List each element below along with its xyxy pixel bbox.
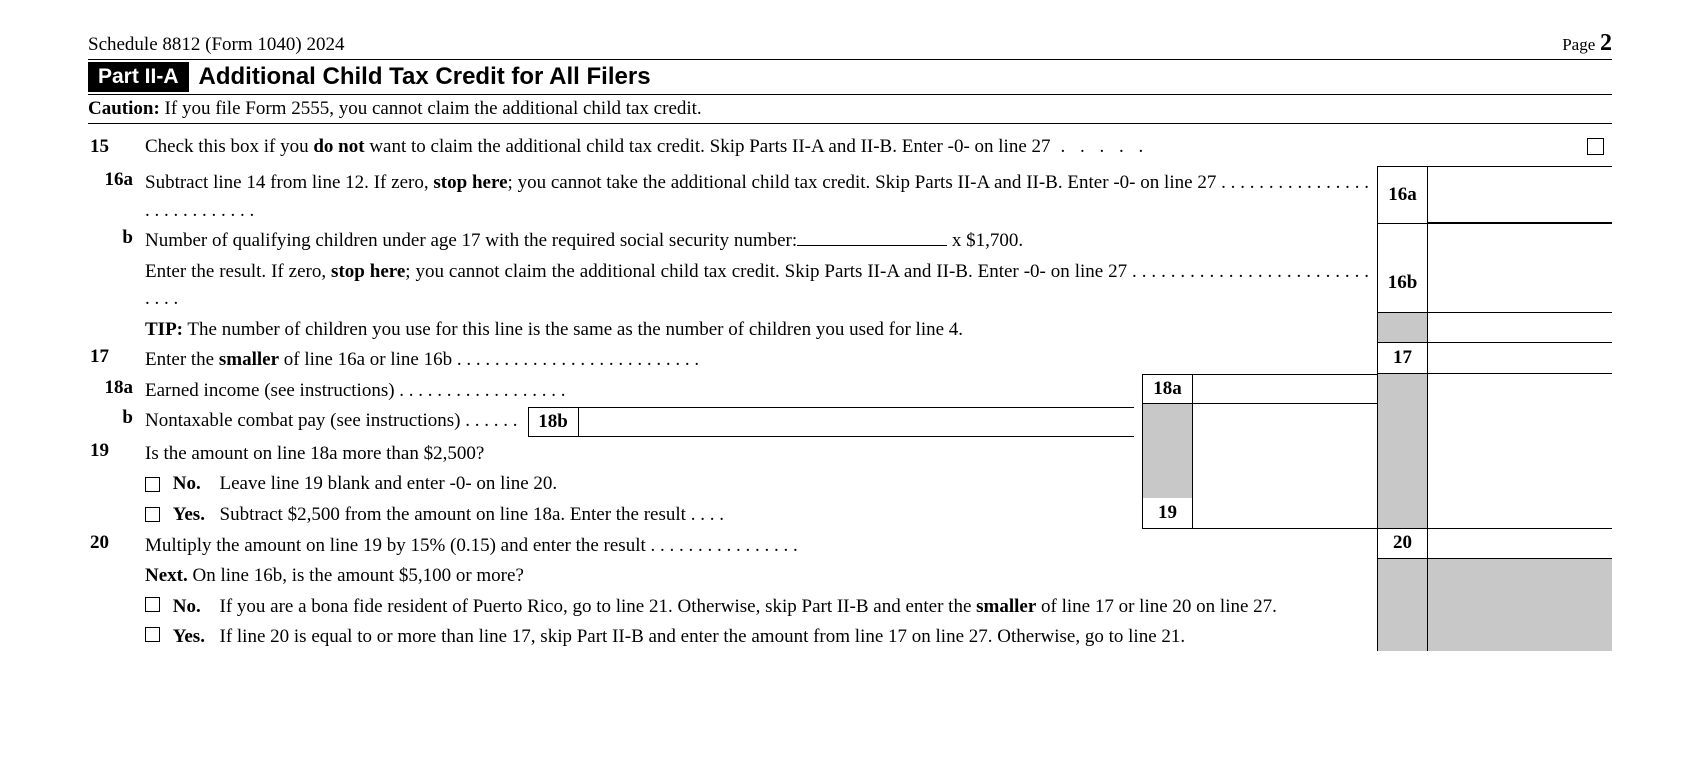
- line-20-yes: Yes. If line 20 is equal to or more than…: [88, 620, 1612, 651]
- line-15: 15 Check this box if you do not want to …: [88, 124, 1612, 166]
- line-17: 17 Enter the smaller of line 16a or line…: [88, 343, 1612, 374]
- tip-text: TIP: The number of children you use for …: [145, 313, 1377, 344]
- grey-spacer: [1377, 559, 1427, 590]
- line-20-no: No. If you are a bona fide resident of P…: [88, 590, 1612, 621]
- caution-label: Caution:: [88, 98, 160, 119]
- line-box-label: 16a: [1377, 166, 1427, 224]
- grey-spacer: [1377, 374, 1427, 405]
- spacer: [1427, 437, 1612, 468]
- line-number: 17: [88, 343, 108, 374]
- form-title: Schedule 8812 (Form 1040) 2024: [88, 34, 344, 56]
- line-20: 20 Multiply the amount on line 19 by 15%…: [88, 529, 1612, 560]
- caution-text: If you file Form 2555, you cannot claim …: [165, 98, 702, 119]
- line-text: Multiply the amount on line 19 by 15% (0…: [145, 529, 1377, 560]
- line-20-next: Next. On line 16b, is the amount $5,100 …: [88, 559, 1612, 590]
- line19-no-checkbox[interactable]: [145, 477, 160, 492]
- part-title: Additional Child Tax Credit for All File…: [199, 63, 651, 91]
- spacer: [1427, 313, 1612, 344]
- spacer: [1377, 224, 1427, 255]
- page-indicator: Page 2: [1562, 30, 1612, 57]
- line-18b: b Nontaxable combat pay (see instruction…: [88, 404, 1612, 437]
- line-box-label: 20: [1377, 529, 1427, 560]
- line-number: 16a: [88, 166, 145, 224]
- line-text: Subtract line 14 from line 12. If zero, …: [145, 166, 1377, 224]
- line-text: Number of qualifying children under age …: [145, 224, 1377, 255]
- grey-spacer: [1427, 620, 1612, 651]
- line-number: 19: [88, 437, 108, 468]
- grey-spacer: [1427, 559, 1612, 590]
- line-18a: 18a Earned income (see instructions) . .…: [88, 374, 1612, 405]
- grey-spacer: [1142, 437, 1192, 468]
- grey-spacer: [1377, 590, 1427, 621]
- line-number: b: [88, 404, 145, 437]
- caution-row: Caution: If you file Form 2555, you cann…: [88, 95, 1612, 124]
- line17-amount[interactable]: [1427, 343, 1612, 374]
- line-box-label: 18a: [1142, 374, 1192, 405]
- page-header: Schedule 8812 (Form 1040) 2024 Page 2: [88, 30, 1612, 60]
- line-number: 18a: [88, 374, 145, 405]
- line-19-q: 19 Is the amount on line 18a more than $…: [88, 437, 1612, 468]
- line-number: 15: [88, 133, 108, 158]
- line-text: Is the amount on line 18a more than $2,5…: [145, 437, 1142, 468]
- grey-spacer: [1427, 590, 1612, 621]
- grey-spacer: [1377, 404, 1427, 437]
- line-box-label: 19: [1142, 498, 1192, 529]
- spacer: [1427, 404, 1612, 437]
- line-19-yes: Yes. Subtract $2,500 from the amount on …: [88, 498, 1612, 529]
- line-number: b: [88, 224, 145, 255]
- spacer: [1427, 374, 1612, 405]
- line-16b-tip: TIP: The number of children you use for …: [88, 313, 1612, 344]
- grey-spacer: [1377, 313, 1427, 344]
- grey-spacer: [1377, 467, 1427, 498]
- line-number: 20: [88, 529, 108, 560]
- spacer: [1192, 467, 1377, 498]
- line-text: Earned income (see instructions) . . . .…: [145, 374, 1142, 405]
- line18a-amount[interactable]: [1192, 374, 1377, 405]
- page-label: Page: [1562, 35, 1595, 54]
- line-19-no: No. Leave line 19 blank and enter -0- on…: [88, 467, 1612, 498]
- line19-yes-checkbox[interactable]: [145, 507, 160, 522]
- line-box-label: 16b: [1377, 255, 1427, 313]
- page-number: 2: [1600, 30, 1612, 56]
- line-16b-row1: b Number of qualifying children under ag…: [88, 224, 1612, 255]
- line20-amount[interactable]: [1427, 529, 1612, 560]
- line-text: Enter the result. If zero, stop here; yo…: [145, 255, 1377, 313]
- grey-spacer: [1377, 498, 1427, 529]
- line-16b-row2: Enter the result. If zero, stop here; yo…: [88, 255, 1612, 313]
- line19-amount[interactable]: [1192, 498, 1377, 529]
- line15-checkbox[interactable]: [1587, 138, 1604, 155]
- spacer: [1427, 224, 1612, 255]
- line16b-amount[interactable]: [1427, 255, 1612, 313]
- spacer: [1427, 467, 1612, 498]
- grey-spacer: [1142, 467, 1192, 498]
- line-text: Nontaxable combat pay (see instructions)…: [145, 404, 1142, 437]
- line18b-amount[interactable]: [578, 407, 1134, 437]
- part-tag: Part II-A: [88, 62, 189, 92]
- line-box-label: 17: [1377, 343, 1427, 374]
- line-16a: 16a Subtract line 14 from line 12. If ze…: [88, 166, 1612, 224]
- line20-no-checkbox[interactable]: [145, 597, 160, 612]
- line20-yes-checkbox[interactable]: [145, 627, 160, 642]
- spacer: [1192, 437, 1377, 468]
- part-header: Part II-A Additional Child Tax Credit fo…: [88, 60, 1612, 95]
- line16b-children-input[interactable]: [797, 245, 947, 246]
- grey-spacer: [1377, 620, 1427, 651]
- line-text: Enter the smaller of line 16a or line 16…: [145, 343, 1377, 374]
- line-box-label: 18b: [528, 407, 578, 437]
- spacer: [1192, 404, 1377, 437]
- spacer: [1427, 498, 1612, 529]
- grey-spacer: [1142, 404, 1192, 437]
- grey-spacer: [1377, 437, 1427, 468]
- line16a-amount[interactable]: [1427, 166, 1612, 224]
- line-text: Check this box if you do not want to cla…: [145, 130, 1612, 161]
